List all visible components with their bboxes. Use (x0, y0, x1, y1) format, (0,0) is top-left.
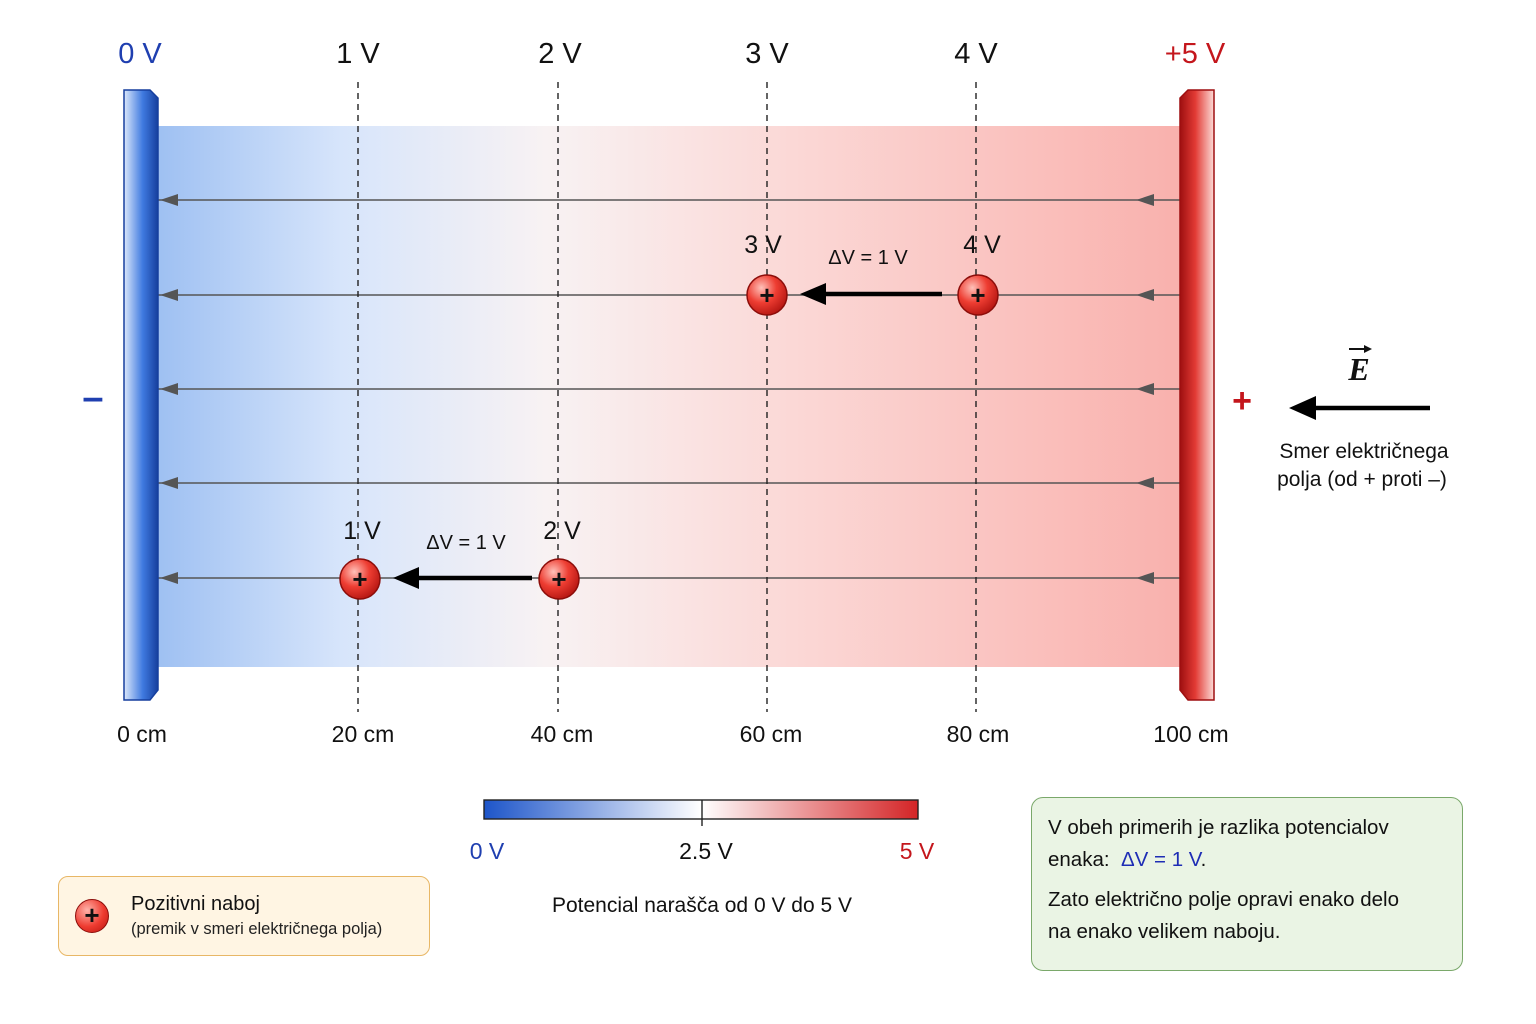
info-line2-prefix: enaka: (1048, 848, 1110, 871)
colorbar-min-label: 0 V (470, 838, 505, 864)
distance-label-80: 80 cm (947, 721, 1010, 747)
distance-label-100: 100 cm (1153, 721, 1228, 747)
field-region (157, 126, 1181, 667)
distance-label-60: 60 cm (740, 721, 803, 747)
top-label-3v: 3 V (745, 38, 789, 70)
equipotential-lines (357, 82, 977, 712)
field-symbol: E (1347, 351, 1369, 387)
displacement-arrowhead (800, 283, 826, 305)
arrowhead-right (1136, 383, 1154, 395)
arrowhead-left (160, 477, 178, 489)
top-label-5v: +5 V (1165, 38, 1226, 70)
charge-start-symbol: + (551, 564, 566, 594)
potential-colorbar: 0 V 2.5 V 5 V Potencial narašča od 0 V d… (470, 799, 935, 917)
field-direction: E Smer električnega polja (od + proti –) (1277, 345, 1449, 491)
top-label-2v: 2 V (538, 38, 582, 70)
colorbar-gradient (483, 799, 919, 820)
example-upper: 3 V 4 V ΔV = 1 V + + (744, 231, 1001, 316)
charge-start-symbol: + (970, 280, 985, 310)
negative-plate (123, 89, 159, 701)
field-caption-line2: polja (od + proti –) (1277, 468, 1447, 491)
charge-end (746, 274, 788, 316)
example-upper-start-label: 4 V (963, 231, 1001, 259)
arrowhead-left (160, 194, 178, 206)
info-line4: na enako velikem naboju. (1048, 920, 1281, 943)
example-upper-delta: ΔV = 1 V (828, 247, 908, 269)
positive-plate (1179, 89, 1215, 701)
example-upper-end-label: 3 V (744, 231, 782, 259)
info-line3: Zato električno polje opravi enako delo (1048, 888, 1399, 911)
field-caption-line1: Smer električnega (1279, 440, 1449, 463)
field-lines (158, 199, 1180, 579)
example-lower-delta: ΔV = 1 V (426, 532, 506, 554)
arrowhead-right (1136, 194, 1154, 206)
info-line2-suffix: . (1200, 848, 1207, 871)
arrowhead-left (160, 289, 178, 301)
field-arrowheads (160, 194, 1154, 584)
info-line2: enaka: ΔV = 1 V. (1048, 844, 1446, 876)
charge-end-symbol: + (352, 564, 367, 594)
distance-label-40: 40 cm (531, 721, 594, 747)
info-delta-value: ΔV = 1 V (1120, 848, 1201, 871)
arrowhead-left (160, 572, 178, 584)
example-lower-end-label: 1 V (343, 517, 381, 545)
example-lower-start-label: 2 V (543, 517, 581, 545)
top-label-4v: 4 V (954, 38, 998, 70)
distance-label-0: 0 cm (117, 721, 167, 747)
charge-start (957, 274, 999, 316)
distance-label-20: 20 cm (332, 721, 395, 747)
colorbar-caption: Potencial narašča od 0 V do 5 V (552, 894, 852, 917)
field-direction-arrowhead (1289, 396, 1316, 420)
field-vector-bar-head (1364, 345, 1372, 353)
distance-labels: 0 cm 20 cm 40 cm 60 cm 80 cm 100 cm (117, 721, 1229, 747)
info-line1: V obeh primerih je razlika potencialov (1048, 816, 1389, 839)
legend-title: Pozitivni naboj (131, 893, 260, 915)
legend-box: + Pozitivni naboj (premik v smeri elektr… (58, 876, 430, 956)
arrowhead-right (1136, 572, 1154, 584)
legend-subtitle: (premik v smeri električnega polja) (131, 920, 383, 938)
arrowhead-right (1136, 477, 1154, 489)
example-lower: 1 V 2 V ΔV = 1 V + + (339, 517, 581, 600)
top-label-0v: 0 V (118, 38, 162, 70)
colorbar-max-label: 5 V (900, 838, 935, 864)
positive-sign: + (1232, 382, 1252, 420)
top-label-1v: 1 V (336, 38, 380, 70)
charge-start (538, 558, 580, 600)
displacement-arrowhead (393, 567, 419, 589)
negative-sign: – (82, 377, 103, 419)
info-box: V obeh primerih je razlika potencialov e… (1031, 797, 1463, 971)
charge-end-symbol: + (759, 280, 774, 310)
top-potential-labels: 0 V 1 V 2 V 3 V 4 V +5 V (118, 38, 1226, 70)
arrowhead-left (160, 383, 178, 395)
legend-charge-icon: + (75, 899, 109, 933)
charge-end (339, 558, 381, 600)
colorbar-mid-label: 2.5 V (679, 838, 733, 864)
arrowhead-right (1136, 289, 1154, 301)
